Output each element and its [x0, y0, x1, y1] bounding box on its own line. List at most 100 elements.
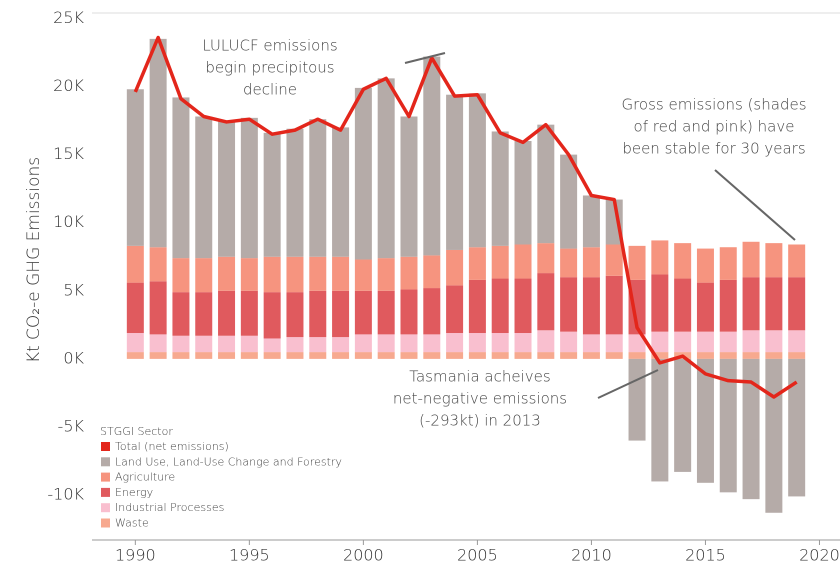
- legend-swatch: [101, 503, 110, 513]
- bar-segment: [263, 338, 281, 353]
- y-tick-label: 20K: [53, 76, 84, 95]
- bar-segment: [240, 117, 258, 259]
- bar-segment: [423, 255, 441, 289]
- bar-segment: [765, 352, 783, 359]
- bar-segment: [149, 281, 167, 335]
- legend-swatch: [101, 442, 110, 451]
- bar-segment: [651, 240, 669, 275]
- bar-segment: [240, 335, 258, 353]
- annotation: (-293kt) in 2013: [419, 412, 541, 430]
- bar-segment: [468, 352, 486, 359]
- bar-segment: [582, 277, 600, 335]
- y-tick-label: -10K: [47, 485, 84, 504]
- bar-segment: [651, 352, 669, 359]
- y-tick-label: -5K: [58, 416, 85, 435]
- bar-segment: [377, 334, 395, 353]
- bar-segment: [765, 358, 783, 513]
- bar-segment: [468, 93, 486, 248]
- bar-segment: [719, 358, 737, 493]
- bar-segment: [628, 279, 646, 335]
- bar-segment: [286, 128, 304, 257]
- bar-segment: [446, 285, 464, 334]
- bar-segment: [309, 290, 327, 338]
- bar-segment: [582, 195, 600, 248]
- y-tick-label: 0K: [63, 348, 84, 367]
- bar-segment: [400, 289, 418, 335]
- bar-segment: [537, 243, 555, 274]
- annotation: begin precipitous: [205, 59, 334, 77]
- bar-segment: [172, 97, 190, 259]
- bar-segment: [696, 282, 714, 332]
- bar-segment: [582, 247, 600, 278]
- bar-segment: [126, 282, 144, 334]
- bar-segment: [514, 278, 532, 334]
- bar-segment: [423, 288, 441, 335]
- bar-segment: [651, 331, 669, 353]
- bar-segment: [514, 352, 532, 359]
- annotation: Tasmania acheives: [409, 368, 550, 386]
- bar-segment: [240, 290, 258, 336]
- bar-segment: [240, 258, 258, 291]
- bar-segment: [788, 330, 806, 353]
- bar-segment: [172, 352, 190, 359]
- bar-segment: [742, 330, 760, 353]
- bar-segment: [126, 333, 144, 353]
- annotation: LULUCF emissions: [202, 37, 337, 55]
- bar-segment: [149, 247, 167, 282]
- bar-segment: [560, 248, 578, 278]
- bar-segment: [696, 352, 714, 359]
- bar-segment: [674, 358, 692, 472]
- bar-segment: [468, 279, 486, 334]
- bar-segment: [354, 259, 372, 291]
- bar-segment: [742, 277, 760, 331]
- bar-segment: [446, 333, 464, 353]
- bar-segment: [286, 337, 304, 353]
- legend-swatch: [101, 457, 110, 467]
- bar-segment: [765, 330, 783, 353]
- bar-segment: [332, 290, 350, 338]
- bar-segment: [149, 334, 167, 353]
- bar-segment: [788, 358, 806, 497]
- bar-segment: [218, 335, 236, 353]
- bar-segment: [126, 89, 144, 246]
- bar-segment: [263, 292, 281, 339]
- bar-segment: [537, 124, 555, 244]
- bar-segment: [605, 275, 623, 335]
- bar-segment: [605, 244, 623, 276]
- bar-segment: [628, 245, 646, 280]
- bar-segment: [674, 243, 692, 279]
- bar-segment: [560, 352, 578, 359]
- annotation-leader: [404, 52, 446, 64]
- bar-segment: [400, 256, 418, 290]
- bar-segment: [263, 256, 281, 293]
- bar-segment: [537, 273, 555, 331]
- bar-segment: [674, 278, 692, 332]
- bar-segment: [788, 352, 806, 359]
- bar-segment: [674, 331, 692, 353]
- bar-segment: [172, 335, 190, 353]
- y-tick-label: 10K: [53, 212, 84, 231]
- annotation: Gross emissions (shades: [621, 96, 806, 114]
- bar-segment: [491, 352, 509, 359]
- bar-segment: [696, 248, 714, 283]
- bar-segment: [126, 352, 144, 359]
- bar-segment: [172, 292, 190, 336]
- annotation: net-negative emissions: [393, 390, 567, 408]
- bar-segment: [446, 94, 464, 250]
- bar-segment: [332, 352, 350, 359]
- bar-segment: [377, 78, 395, 259]
- legend-label: Industrial Processes: [115, 501, 224, 514]
- bar-segment: [149, 38, 167, 248]
- bar-segment: [582, 334, 600, 353]
- bar-segment: [582, 352, 600, 359]
- bar-segment: [149, 352, 167, 359]
- bar-segment: [468, 333, 486, 353]
- bar-segment: [628, 334, 646, 353]
- bar-segment: [309, 352, 327, 359]
- bar-segment: [491, 245, 509, 279]
- bar-segment: [286, 352, 304, 359]
- bar-segment: [491, 278, 509, 334]
- bar-segment: [400, 334, 418, 353]
- bar-segment: [309, 337, 327, 353]
